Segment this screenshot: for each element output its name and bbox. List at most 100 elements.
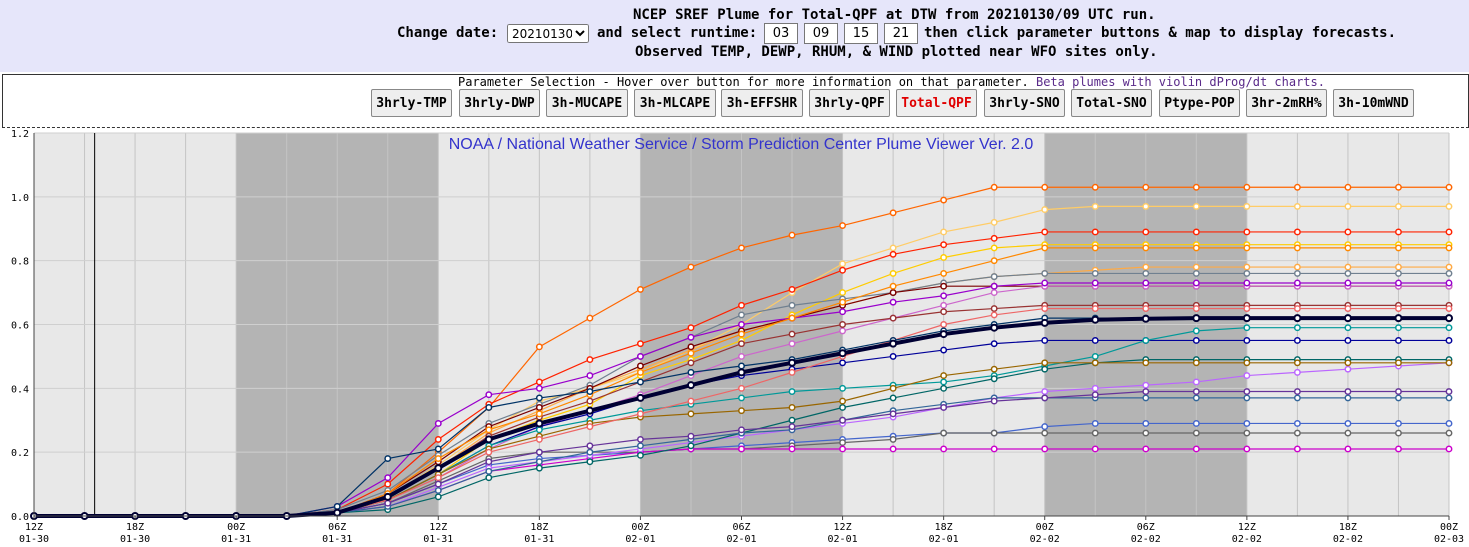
member-point: [889, 289, 897, 297]
param-button-3hrly-qpf[interactable]: 3hrly-QPF: [809, 89, 890, 117]
member-point: [1293, 263, 1301, 271]
member-point: [535, 343, 543, 351]
param-button-3h-mlcape[interactable]: 3h-MLCAPE: [634, 89, 716, 117]
member-point: [586, 397, 594, 405]
member-point: [1395, 183, 1402, 191]
runtime-03-button[interactable]: 03: [764, 23, 798, 44]
runtime-15-button[interactable]: 15: [844, 23, 878, 44]
x-tick-label: 00Z: [1036, 522, 1054, 533]
member-point: [1243, 263, 1251, 271]
member-point: [788, 445, 796, 453]
member-point: [687, 442, 695, 450]
member-point: [940, 269, 948, 277]
member-point: [1192, 394, 1200, 402]
member-point: [1395, 394, 1402, 402]
member-point: [1344, 228, 1352, 236]
member-point: [1243, 359, 1251, 367]
member-point: [1445, 445, 1453, 453]
member-point: [586, 372, 594, 380]
member-point: [1293, 388, 1301, 395]
member-point: [1041, 337, 1049, 344]
param-button-3hrly-sno[interactable]: 3hrly-SNO: [984, 89, 1065, 117]
runtime-21-button[interactable]: 21: [884, 23, 918, 44]
observed-note: Observed TEMP, DEWP, RHUM, & WIND plotte…: [635, 44, 1158, 60]
member-point: [940, 228, 948, 236]
member-point: [586, 442, 594, 450]
member-point: [1041, 228, 1049, 236]
member-point: [1344, 419, 1352, 427]
param-button-total-sno[interactable]: Total-SNO: [1071, 89, 1152, 117]
member-point: [1445, 359, 1453, 367]
member-point: [788, 330, 796, 338]
member-point: [1445, 183, 1453, 191]
mean-point: [889, 339, 898, 348]
member-point: [839, 260, 847, 268]
member-point: [940, 404, 948, 411]
member-point: [990, 445, 998, 453]
member-point: [434, 419, 442, 427]
member-point: [535, 384, 543, 392]
member-point: [889, 384, 897, 392]
date-select[interactable]: 20210130: [507, 24, 589, 43]
x-tick-date: 02-02: [1030, 534, 1060, 545]
member-point: [940, 384, 948, 392]
member-point: [384, 474, 392, 482]
member-point: [535, 448, 543, 456]
member-point: [1293, 244, 1301, 252]
param-button-total-qpf[interactable]: Total-QPF: [896, 89, 977, 117]
member-point: [1395, 305, 1402, 312]
member-point: [738, 330, 745, 338]
member-point: [687, 324, 695, 332]
param-button-3hr-2mrh[interactable]: 3hr-2mRH%: [1246, 89, 1327, 117]
member-point: [1192, 263, 1200, 271]
member-point: [434, 445, 442, 453]
member-point: [687, 359, 695, 367]
param-button-3h-10mwnd[interactable]: 3h-10mWND: [1333, 89, 1414, 117]
y-tick-label: 1.2: [11, 129, 29, 140]
member-point: [990, 375, 998, 383]
member-point: [839, 439, 847, 447]
member-point: [1091, 419, 1099, 427]
member-point: [535, 394, 543, 402]
runtime-09-button[interactable]: 09: [804, 23, 838, 44]
member-point: [535, 410, 543, 418]
chart-banner: NOAA / National Weather Service / Storm …: [449, 136, 1034, 153]
member-point: [889, 410, 897, 418]
member-point: [687, 343, 695, 351]
member-point: [1142, 202, 1150, 210]
member-point: [1344, 337, 1352, 344]
member-point: [1344, 429, 1352, 437]
member-point: [1395, 445, 1402, 453]
member-point: [1142, 359, 1150, 367]
param-button-3hrly-tmp[interactable]: 3hrly-TMP: [371, 89, 452, 117]
param-button-3hrly-dwp[interactable]: 3hrly-DWP: [459, 89, 540, 117]
mean-point: [1293, 314, 1302, 323]
param-button-ptype-pop[interactable]: Ptype-POP: [1159, 89, 1240, 117]
mean-point: [535, 419, 544, 428]
member-point: [1344, 244, 1352, 252]
member-point: [434, 455, 442, 462]
member-point: [990, 305, 998, 312]
param-button-3h-mucape[interactable]: 3h-MUCAPE: [546, 89, 628, 117]
member-point: [1344, 324, 1352, 332]
member-point: [636, 378, 644, 386]
mean-point: [1141, 314, 1150, 323]
header-panel: NCEP SREF Plume for Total-QPF at DTW fro…: [0, 0, 1469, 72]
instructions-text: then click parameter buttons & map to di…: [924, 25, 1397, 41]
member-point: [889, 244, 897, 252]
member-point: [434, 480, 442, 488]
x-tick-date: 01-31: [322, 534, 352, 545]
param-button-3h-effshr[interactable]: 3h-EFFSHR: [721, 89, 803, 117]
member-point: [1293, 183, 1301, 191]
member-point: [1142, 263, 1150, 271]
member-point: [1395, 429, 1402, 437]
mean-point: [1091, 315, 1100, 324]
member-point: [1192, 202, 1200, 210]
x-tick-date: 02-01: [726, 534, 756, 545]
y-tick-label: 1.0: [11, 193, 29, 204]
member-point: [1041, 183, 1049, 191]
member-point: [839, 416, 847, 424]
beta-plumes-link[interactable]: Beta plumes with violin dProg/dt charts.: [1035, 75, 1325, 89]
change-date-label: Change date:: [397, 25, 499, 41]
member-point: [1142, 244, 1150, 252]
